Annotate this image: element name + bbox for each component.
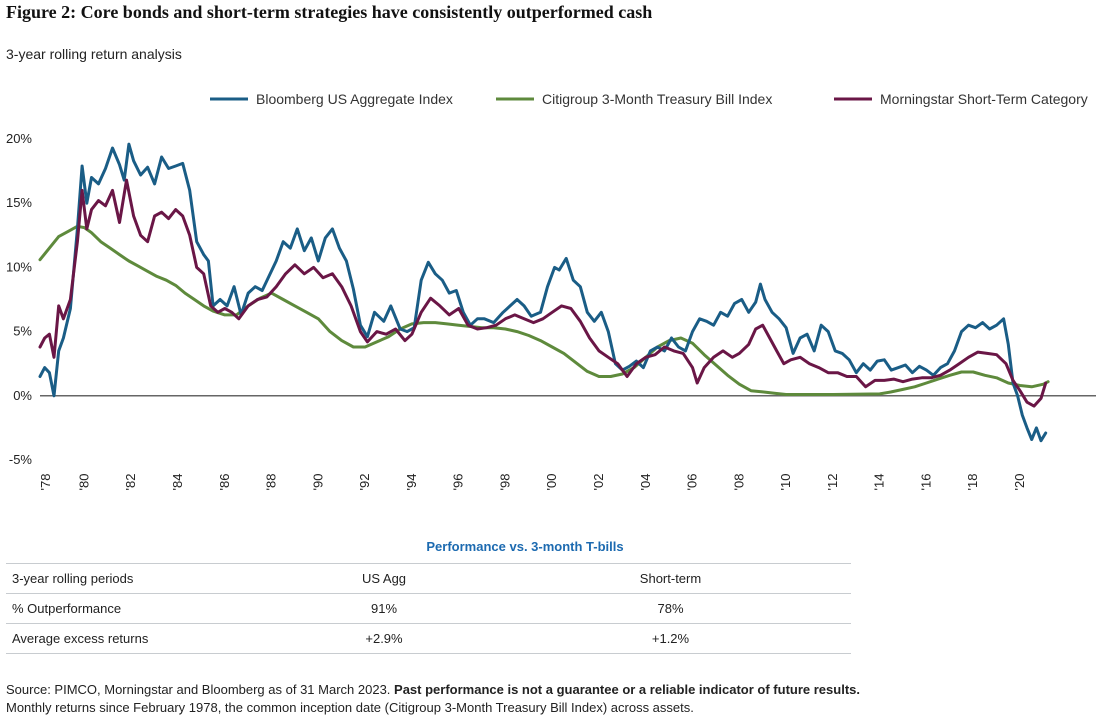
x-tick-label: '88 <box>264 474 279 491</box>
series-layer <box>38 142 1050 443</box>
x-tick-label: '84 <box>170 474 185 491</box>
table-title: Performance vs. 3-month T-bills <box>426 539 624 554</box>
disclaimer-text: Past performance is not a guarantee or a… <box>394 682 860 697</box>
x-tick-label: '98 <box>497 474 512 491</box>
y-tick-label: -5% <box>9 452 33 467</box>
table-cell: Average excess returns <box>6 623 278 654</box>
x-tick-label: '08 <box>731 474 746 491</box>
x-tick-label: '02 <box>591 474 606 491</box>
table-cell: 91% <box>278 593 490 624</box>
methodology-text: Monthly returns since February 1978, the… <box>6 700 694 715</box>
y-axis: -5% 0% 5% 10% 15% 20% <box>6 131 32 467</box>
table-header-cell: US Agg <box>278 563 490 594</box>
legend-label-agg: Bloomberg US Aggregate Index <box>256 91 453 107</box>
table-cell: 78% <box>490 593 851 624</box>
x-tick-label: '92 <box>357 474 372 491</box>
y-tick-label: 5% <box>13 324 32 339</box>
x-tick-label: '78 <box>38 474 53 491</box>
y-tick-label: 10% <box>6 259 32 274</box>
figure-title: Figure 2: Core bonds and short-term stra… <box>6 2 653 22</box>
source-text: Source: PIMCO, Morningstar and Bloomberg… <box>6 682 395 697</box>
x-tick-label: '06 <box>685 474 700 491</box>
series-line-short-term <box>38 178 1048 408</box>
table-cell: % Outperformance <box>6 593 278 624</box>
x-tick-label: '20 <box>1012 474 1027 491</box>
series-line-us-aggregate <box>38 142 1048 443</box>
table-cell: +1.2% <box>490 623 851 654</box>
x-tick-label: '04 <box>638 474 653 491</box>
x-tick-label: '10 <box>778 474 793 491</box>
legend-label-short: Morningstar Short-Term Category <box>880 91 1088 107</box>
x-tick-label: '00 <box>544 474 559 491</box>
legend: Bloomberg US Aggregate Index Citigroup 3… <box>210 91 1088 107</box>
y-tick-label: 15% <box>6 195 32 210</box>
rolling-return-chart: Bloomberg US Aggregate Index Citigroup 3… <box>6 91 1096 491</box>
x-tick-label: '80 <box>76 474 91 491</box>
x-axis: '78 '80 '82 '84 '86 '88 '90 '92 '94 '96 '98 '00 '02 '… <box>38 474 1027 491</box>
table-header-row: 3-year rolling periods US Agg Short-term <box>6 563 851 594</box>
table-header-cell: Short-term <box>490 563 851 594</box>
x-tick-label: '82 <box>123 474 138 491</box>
table-header-cell: 3-year rolling periods <box>6 563 278 594</box>
x-tick-label: '96 <box>451 474 466 491</box>
x-tick-label: '90 <box>310 474 325 491</box>
y-tick-label: 0% <box>13 388 32 403</box>
x-tick-label: '94 <box>404 474 419 491</box>
legend-label-tbill: Citigroup 3-Month Treasury Bill Index <box>542 91 772 107</box>
figure-subtitle: 3-year rolling return analysis <box>6 46 182 62</box>
performance-table: 3-year rolling periods US Agg Short-term… <box>6 563 851 654</box>
y-tick-label: 20% <box>6 131 32 146</box>
table-row: Average excess returns +2.9% +1.2% <box>6 623 851 654</box>
x-tick-label: '18 <box>965 474 980 491</box>
x-tick-label: '12 <box>825 474 840 491</box>
table-row: % Outperformance 91% 78% <box>6 593 851 624</box>
source-note: Source: PIMCO, Morningstar and Bloomberg… <box>6 681 1096 717</box>
x-tick-label: '16 <box>918 474 933 491</box>
x-tick-label: '86 <box>217 474 232 491</box>
x-tick-label: '14 <box>872 474 887 491</box>
table-cell: +2.9% <box>278 623 490 654</box>
